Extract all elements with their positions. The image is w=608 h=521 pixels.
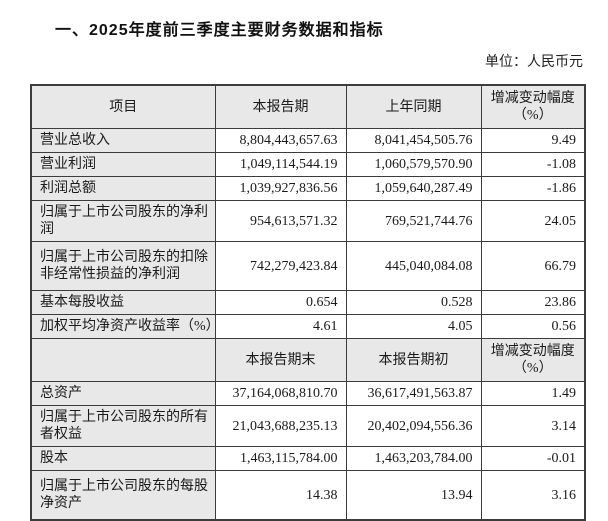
cell-change: 3.14 [480,405,586,447]
table-row-total-revenue: 营业总收入 8,804,443,657.63 8,041,454,505.76 … [30,128,586,153]
cell-change: 3.16 [480,470,586,521]
cell-current: 14.38 [214,470,347,521]
table-row-total-assets: 总资产 37,164,068,810.70 36,617,491,563.87 … [30,381,586,406]
col-header-period-start: 本报告期初 [345,338,482,382]
cell-current: 1,049,114,544.19 [214,152,347,177]
cell-current: 4.61 [214,314,347,339]
cell-change: 1.49 [480,381,586,406]
row-label: 营业总收入 [30,128,216,153]
table-header-row-period: 项目 本报告期 上年同期 增减变动幅度（%） [30,84,586,129]
cell-change: 23.86 [480,290,586,315]
row-label: 营业利润 [30,152,216,177]
cell-prior: 769,521,744.76 [345,200,482,242]
row-label: 利润总额 [30,176,216,201]
cell-current: 37,164,068,810.70 [214,381,347,406]
col-header-period-end: 本报告期末 [214,338,347,382]
table-row-owners-equity: 归属于上市公司股东的所有者权益 21,043,688,235.13 20,402… [30,405,586,447]
cell-current: 8,804,443,657.63 [214,128,347,153]
row-label: 归属于上市公司股东的扣除非经常性损益的净利润 [30,241,216,291]
cell-current: 954,613,571.32 [214,200,347,242]
col-header-item: 项目 [30,84,216,129]
cell-prior: 0.528 [345,290,482,315]
col-header-empty [30,338,216,382]
cell-prior: 8,041,454,505.76 [345,128,482,153]
row-label: 归属于上市公司股东的净利润 [30,200,216,242]
table-row-net-profit-deducted: 归属于上市公司股东的扣除非经常性损益的净利润 742,279,423.84 44… [30,241,586,291]
cell-prior: 13.94 [345,470,482,521]
cell-prior: 1,059,640,287.49 [345,176,482,201]
financial-table: 项目 本报告期 上年同期 增减变动幅度（%） 营业总收入 8,804,443,6… [30,84,586,521]
cell-current: 1,463,115,784.00 [214,446,347,471]
cell-current: 1,039,927,836.56 [214,176,347,201]
cell-current: 742,279,423.84 [214,241,347,291]
col-header-change-pct: 增减变动幅度（%） [480,84,586,129]
cell-change: -1.08 [480,152,586,177]
table-row-operating-profit: 营业利润 1,049,114,544.19 1,060,579,570.90 -… [30,152,586,177]
cell-change: 24.05 [480,200,586,242]
table-row-net-profit: 归属于上市公司股东的净利润 954,613,571.32 769,521,744… [30,200,586,242]
cell-change: 66.79 [480,241,586,291]
cell-change: 0.56 [480,314,586,339]
table-row-total-profit: 利润总额 1,039,927,836.56 1,059,640,287.49 -… [30,176,586,201]
row-label: 归属于上市公司股东的每股净资产 [30,470,216,521]
col-header-current-period: 本报告期 [214,84,347,129]
row-label: 归属于上市公司股东的所有者权益 [30,405,216,447]
row-label: 基本每股收益 [30,290,216,315]
cell-prior: 36,617,491,563.87 [345,381,482,406]
cell-prior: 1,060,579,570.90 [345,152,482,177]
row-label: 股本 [30,446,216,471]
table-row-net-assets-per-share: 归属于上市公司股东的每股净资产 14.38 13.94 3.16 [30,470,586,521]
row-label: 总资产 [30,381,216,406]
table-row-weighted-roe: 加权平均净资产收益率（%） 4.61 4.05 0.56 [30,314,586,339]
row-label: 加权平均净资产收益率（%） [30,314,216,339]
col-header-change-pct: 增减变动幅度（%） [480,338,586,382]
cell-prior: 4.05 [345,314,482,339]
table-row-basic-eps: 基本每股收益 0.654 0.528 23.86 [30,290,586,315]
col-header-prior-period: 上年同期 [345,84,482,129]
cell-change: 9.49 [480,128,586,153]
cell-change: -0.01 [480,446,586,471]
cell-prior: 445,040,084.08 [345,241,482,291]
unit-label: 单位：人民币元 [485,55,583,70]
cell-change: -1.86 [480,176,586,201]
table-row-share-capital: 股本 1,463,115,784.00 1,463,203,784.00 -0.… [30,446,586,471]
cell-current: 21,043,688,235.13 [214,405,347,447]
cell-current: 0.654 [214,290,347,315]
section-title: 一、2025年度前三季度主要财务数据和指标 [55,22,384,39]
cell-prior: 1,463,203,784.00 [345,446,482,471]
cell-prior: 20,402,094,556.36 [345,405,482,447]
table-header-row-balance: 本报告期末 本报告期初 增减变动幅度（%） [30,338,586,382]
document-page: 一、2025年度前三季度主要财务数据和指标 单位：人民币元 项目 本报告期 上年… [0,16,608,521]
